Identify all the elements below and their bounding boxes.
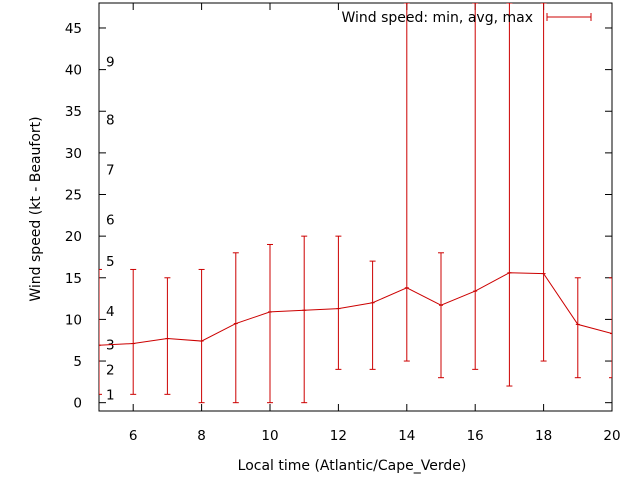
x-tick-label: 18 (535, 428, 552, 444)
y-tick-label: 5 (73, 354, 82, 370)
beaufort-label: 1 (106, 387, 115, 403)
y-tick-label: 0 (73, 396, 82, 412)
beaufort-label: 3 (106, 337, 115, 353)
avg-line (99, 272, 612, 346)
x-axis-title: Local time (Atlantic/Cape_Verde) (238, 458, 467, 474)
x-tick-label: 12 (330, 428, 347, 444)
x-tick-label: 20 (603, 428, 620, 444)
beaufort-label: 9 (106, 54, 115, 70)
y-tick-label: 30 (65, 146, 82, 162)
beaufort-label: 4 (106, 304, 115, 320)
y-tick-label: 20 (65, 229, 82, 245)
y-tick-label: 35 (65, 104, 82, 120)
plot-frame (98, 2, 613, 412)
legend-label: Wind speed: min, avg, max (341, 10, 533, 26)
y-tick-label: 40 (65, 63, 82, 79)
y-tick-label: 25 (65, 188, 82, 204)
y-axis-title: Wind speed (kt - Beaufort) (28, 116, 44, 301)
beaufort-label: 5 (106, 254, 115, 270)
x-tick-label: 10 (261, 428, 278, 444)
y-tick-label: 45 (65, 21, 82, 37)
beaufort-label: 8 (106, 113, 115, 129)
x-tick-label: 14 (398, 428, 415, 444)
x-tick-label: 16 (467, 428, 484, 444)
x-tick-label: 6 (129, 428, 138, 444)
y-tick-label: 10 (65, 312, 82, 328)
legend: Wind speed: min, avg, max (341, 10, 592, 26)
x-tick-label: 8 (197, 428, 206, 444)
beaufort-label: 2 (106, 362, 115, 378)
y-tick-label: 15 (65, 271, 82, 287)
beaufort-label: 6 (106, 212, 115, 228)
beaufort-label: 7 (106, 163, 115, 179)
